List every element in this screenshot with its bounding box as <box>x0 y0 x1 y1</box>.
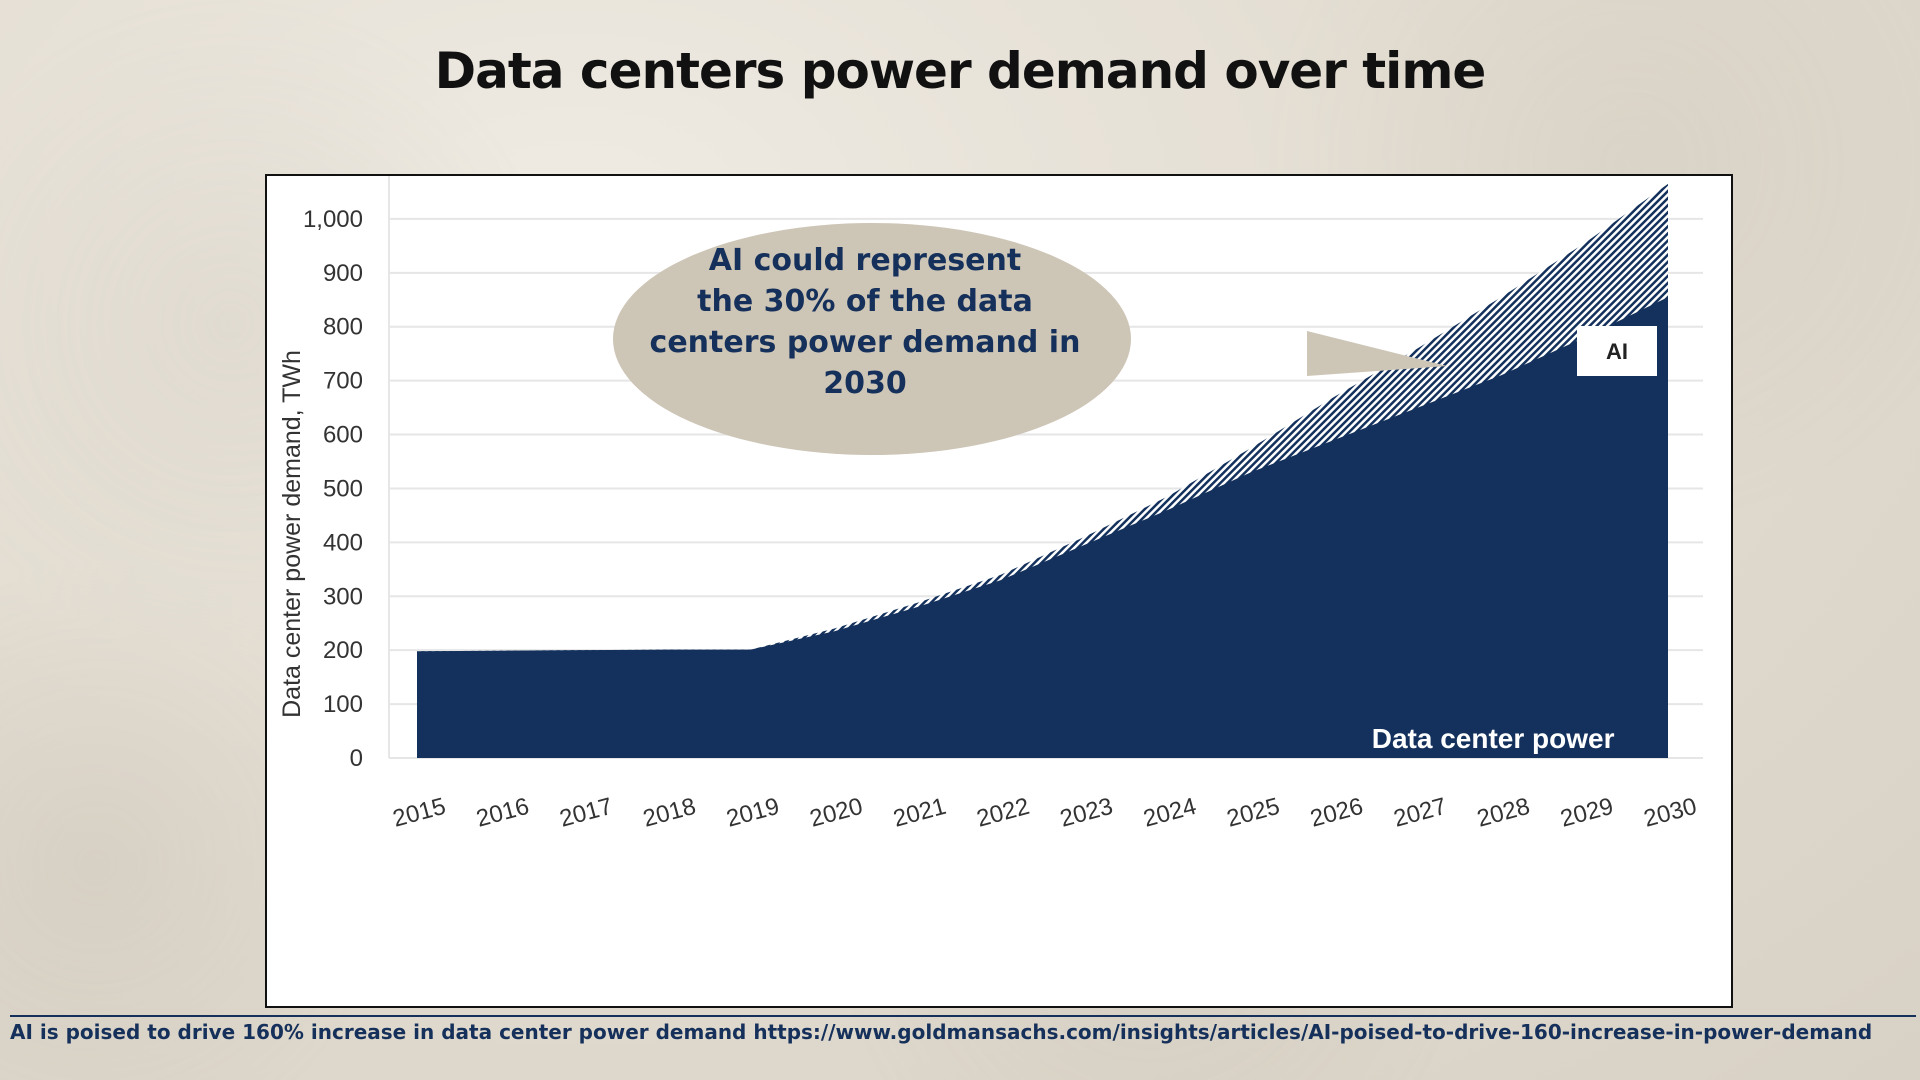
y-tick-label: 800 <box>323 314 363 341</box>
y-tick-label: 500 <box>323 475 363 502</box>
x-tick-label: 2028 <box>1474 793 1533 833</box>
y-tick-label: 100 <box>323 691 363 718</box>
y-tick-label: 200 <box>323 637 363 664</box>
y-tick-label: 1,000 <box>303 206 363 233</box>
x-tick-label: 2025 <box>1224 793 1283 833</box>
bubble-ellipse <box>613 223 1131 455</box>
x-tick-label: 2019 <box>724 793 783 833</box>
source-footnote: AI is poised to drive 160% increase in d… <box>10 1020 1873 1044</box>
x-tick-label: 2024 <box>1141 793 1200 833</box>
x-tick-label: 2018 <box>640 793 699 833</box>
x-tick-label: 2030 <box>1641 793 1700 833</box>
bubble-line-1: AI could represent <box>709 243 1021 278</box>
x-tick-label: 2021 <box>890 793 949 833</box>
svg-text:AI could represent: AI could represent <box>709 243 1021 278</box>
x-tick-label: 2023 <box>1057 793 1116 833</box>
y-tick-label: 900 <box>323 260 363 287</box>
y-tick-label: 300 <box>323 583 363 610</box>
area-ex-ai <box>417 297 1668 758</box>
series-label-ai: AI <box>1606 339 1628 364</box>
y-tick-label: 0 <box>350 745 363 772</box>
x-tick-label: 2016 <box>473 793 532 833</box>
svg-text:centers power demand in: centers power demand in <box>650 325 1081 360</box>
x-tick-label: 2026 <box>1307 793 1366 833</box>
series-label-ex-ai-line-1: Data center power <box>1372 723 1615 754</box>
bubble-line-4: 2030 <box>823 366 907 401</box>
y-axis-label: Data center power demand, TWh <box>278 350 306 718</box>
svg-text:the 30% of the data: the 30% of the data <box>697 284 1033 319</box>
y-tick-label: 600 <box>323 422 363 449</box>
x-tick-label: 2027 <box>1391 793 1450 833</box>
annotation-bubble: AI could represent the 30% of the data c… <box>613 223 1447 455</box>
x-tick-label: 2015 <box>390 793 449 833</box>
svg-text:Data center power demand: Data center power demand, ex-AI <box>1372 723 1623 789</box>
y-tick-label: 700 <box>323 368 363 395</box>
page-title: Data centers power demand over time <box>434 42 1487 100</box>
stacked-areas <box>417 183 1668 759</box>
bubble-line-2: the 30% of the data <box>697 284 1033 319</box>
x-tick-labels: 2015 2016 2017 2018 2019 2020 2021 2022 2023 2024… <box>390 793 1700 833</box>
x-tick-label: 2017 <box>557 793 616 833</box>
svg-text:2030: 2030 <box>823 366 907 401</box>
y-tick-label: 400 <box>323 529 363 556</box>
footer-divider <box>10 1015 1916 1017</box>
x-tick-label: 2029 <box>1558 793 1617 833</box>
bubble-pointer <box>1307 331 1447 376</box>
x-tick-label: 2020 <box>807 793 866 833</box>
chart-frame: 0 100 200 300 400 500 600 700 800 900 1,000 1,100 2… <box>265 174 1733 1008</box>
series-label-ai-box: AI <box>1577 326 1657 376</box>
bubble-line-3: centers power demand in <box>650 325 1081 360</box>
area-chart: 0 100 200 300 400 500 600 700 800 900 1,000 1,100 2… <box>278 176 1703 833</box>
series-label-ex-ai-line-2: demand, ex-AI <box>1401 758 1592 789</box>
y-tick-labels: 0 100 200 300 400 500 600 700 800 900 1,000 1,100 <box>303 176 363 772</box>
y-tick-label: 1,100 <box>303 176 363 179</box>
x-tick-label: 2022 <box>974 793 1033 833</box>
